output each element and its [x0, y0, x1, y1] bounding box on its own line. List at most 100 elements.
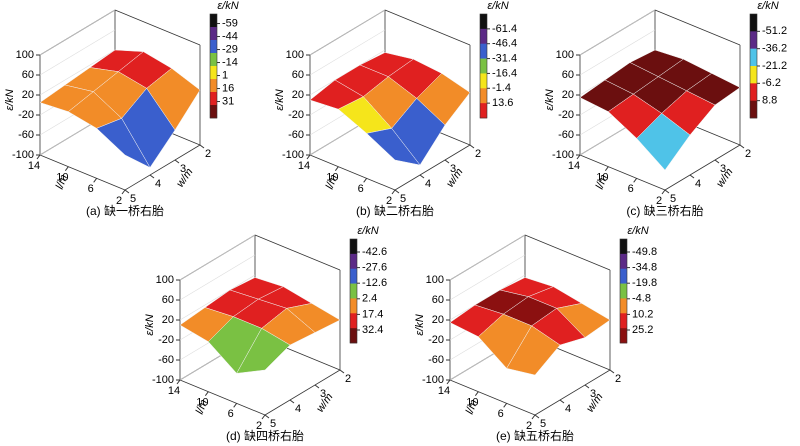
colorbar-tick-label: 31 — [222, 95, 234, 107]
x-tick-label: 6 — [628, 183, 634, 195]
z-axis-label: ε/kN — [544, 89, 556, 110]
y-tick-label: 3 — [720, 163, 726, 175]
x-tick-label: 2 — [256, 420, 262, 432]
caption: (a) 缺一桥右胎 — [86, 203, 164, 218]
surface-patch — [366, 128, 421, 166]
colorbar-band — [350, 253, 357, 270]
caption: (c) 缺三桥右胎 — [626, 203, 703, 218]
colorbar-tick-label: -12.6 — [362, 277, 387, 289]
y-tick-label: 5 — [130, 193, 136, 205]
y-tick — [534, 414, 540, 419]
y-tick-label: 3 — [450, 163, 456, 175]
z-tick-label: 100 — [286, 49, 304, 61]
y-tick-label: 3 — [320, 388, 326, 400]
surface-patch — [636, 113, 691, 171]
y-tick — [444, 159, 450, 164]
y-tick-label: 2 — [345, 373, 351, 385]
y-tick — [689, 174, 695, 179]
colorbar-tick-label: -34.8 — [632, 262, 657, 274]
grid-line — [39, 49, 116, 96]
x-tick — [334, 166, 339, 171]
z-tick-label: -20 — [428, 334, 444, 346]
y-axis-label: w/m — [584, 391, 605, 414]
colorbar-tick-label: 17.4 — [362, 308, 383, 320]
box-edge — [394, 144, 471, 191]
y-tick-label: 2 — [475, 148, 481, 160]
x-tick-label: 6 — [498, 408, 504, 420]
y-tick-label: 5 — [400, 193, 406, 205]
grid-line — [179, 234, 256, 281]
x-tick-label: 14 — [28, 160, 40, 172]
colorbar-tick-label: -36.2 — [762, 43, 787, 55]
colorbar-band — [210, 27, 217, 41]
z-tick-label: 100 — [556, 49, 574, 61]
grid-line — [449, 254, 526, 301]
colorbar-band — [210, 79, 217, 93]
colorbar-band — [480, 88, 487, 104]
box-edge — [384, 9, 471, 46]
colorbar-frame — [209, 13, 218, 119]
colorbar-band — [620, 298, 627, 314]
grid-line — [579, 9, 656, 56]
x-axis-label: l/m — [54, 173, 70, 191]
x-axis-label: l/m — [324, 173, 340, 191]
y-tick-label: 2 — [205, 148, 211, 160]
x-tick-label: 6 — [358, 183, 364, 195]
surface-patch — [236, 327, 291, 374]
colorbar-tick-label: -29 — [222, 43, 238, 55]
box-edge — [124, 144, 201, 191]
colorbar-tick-label: -59 — [222, 17, 238, 29]
y-tick-label: 4 — [565, 403, 571, 415]
grid-line — [309, 29, 386, 76]
y-tick-label: 4 — [295, 403, 301, 415]
box-edge — [264, 369, 341, 416]
colorbar-tick-label: 2.4 — [362, 293, 377, 305]
z-tick-label: -100 — [422, 374, 444, 386]
y-tick-label: 5 — [670, 193, 676, 205]
colorbar-frame — [349, 238, 358, 344]
colorbar-label: ε/kN — [757, 0, 778, 12]
y-tick-label: 3 — [590, 388, 596, 400]
x-tick-label: 14 — [298, 160, 310, 172]
box-edge — [179, 379, 266, 416]
z-tick-label: -20 — [558, 109, 574, 121]
grid-line — [39, 9, 116, 56]
colorbar-tick-label: -4.8 — [632, 293, 651, 305]
y-tick-label: 4 — [695, 178, 701, 190]
colorbar-tick-label: -6.2 — [762, 77, 781, 89]
x-tick — [121, 189, 126, 195]
surface-patch — [506, 325, 561, 376]
colorbar-band — [210, 105, 217, 119]
x-tick — [233, 403, 238, 408]
y-axis-label: w/m — [174, 166, 195, 189]
y-tick-label: 5 — [540, 418, 546, 430]
z-tick-label: 20 — [162, 314, 174, 326]
colorbar-band — [750, 14, 757, 32]
z-tick-label: 60 — [162, 294, 174, 306]
y-tick — [394, 189, 400, 194]
z-tick-label: -60 — [428, 354, 444, 366]
colorbar-band — [350, 239, 357, 255]
colorbar-tick-label: -21.2 — [762, 60, 787, 72]
colorbar-tick-label: -31.4 — [492, 52, 517, 64]
colorbar-label: ε/kN — [627, 225, 648, 237]
colorbar-band — [350, 313, 357, 329]
colorbar-band — [480, 58, 487, 74]
x-tick-label: 2 — [116, 195, 122, 207]
colorbar-band — [350, 268, 357, 284]
z-tick-label: -100 — [12, 149, 34, 161]
y-tick-label: 2 — [615, 373, 621, 385]
z-tick-label: 60 — [562, 69, 574, 81]
colorbar-tick-label: 25.2 — [632, 324, 653, 336]
colorbar-band — [210, 14, 217, 28]
colorbar-tick-label: 16 — [222, 82, 234, 94]
box-edge — [449, 379, 536, 416]
y-tick — [609, 369, 615, 374]
z-tick-label: -60 — [158, 354, 174, 366]
box-edge — [39, 154, 126, 191]
colorbar-band — [480, 43, 487, 59]
z-tick-label: 20 — [22, 89, 34, 101]
z-tick-label: -100 — [152, 374, 174, 386]
